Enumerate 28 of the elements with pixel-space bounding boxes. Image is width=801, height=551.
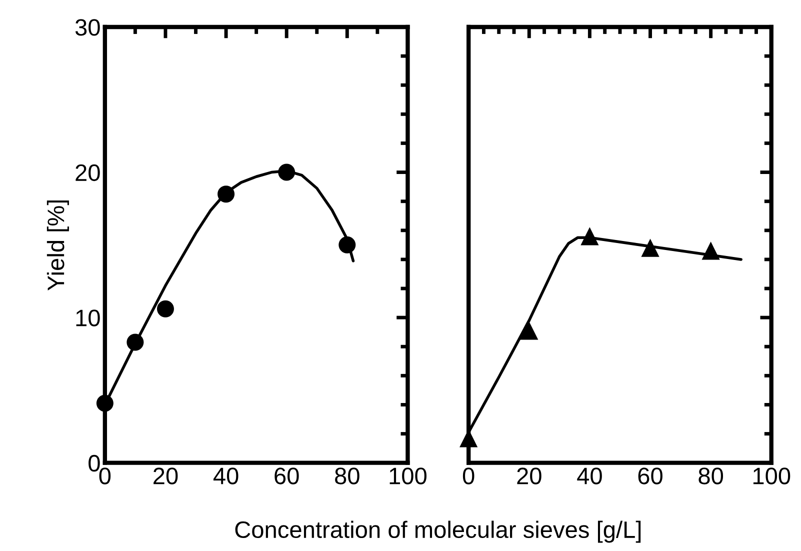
x-tick-label: 60 <box>638 468 662 484</box>
x-tick-label: 0 <box>99 468 111 484</box>
x-tick-label: 80 <box>698 468 724 484</box>
x-tick-label: 80 <box>335 468 360 484</box>
y-tick-label: 0 <box>88 454 100 472</box>
point <box>641 238 660 257</box>
x-tick-label: 20 <box>517 468 542 484</box>
point <box>702 242 720 260</box>
x-tick-label: 40 <box>213 468 238 484</box>
y-axis-title: Yield [%] <box>46 200 69 291</box>
point <box>156 300 174 318</box>
point <box>218 186 235 203</box>
x-axis-title: Concentration of molecular sieves [g/L] <box>235 520 641 543</box>
x-tick-label: 20 <box>154 468 178 484</box>
point <box>126 334 144 351</box>
point <box>520 322 538 340</box>
y-tick-label: 10 <box>76 310 100 326</box>
x-tick-label: 100 <box>753 468 790 484</box>
x-tick-label: 60 <box>274 468 299 484</box>
point <box>278 164 296 181</box>
x-tick-label: 40 <box>577 468 602 484</box>
y-tick-label: 30 <box>75 19 100 36</box>
point <box>96 394 114 412</box>
point <box>580 227 599 246</box>
x-tick-label: 0 <box>462 468 474 484</box>
y-tick-label: 20 <box>76 164 100 182</box>
point <box>338 236 356 254</box>
x-tick-label: 100 <box>390 468 426 484</box>
